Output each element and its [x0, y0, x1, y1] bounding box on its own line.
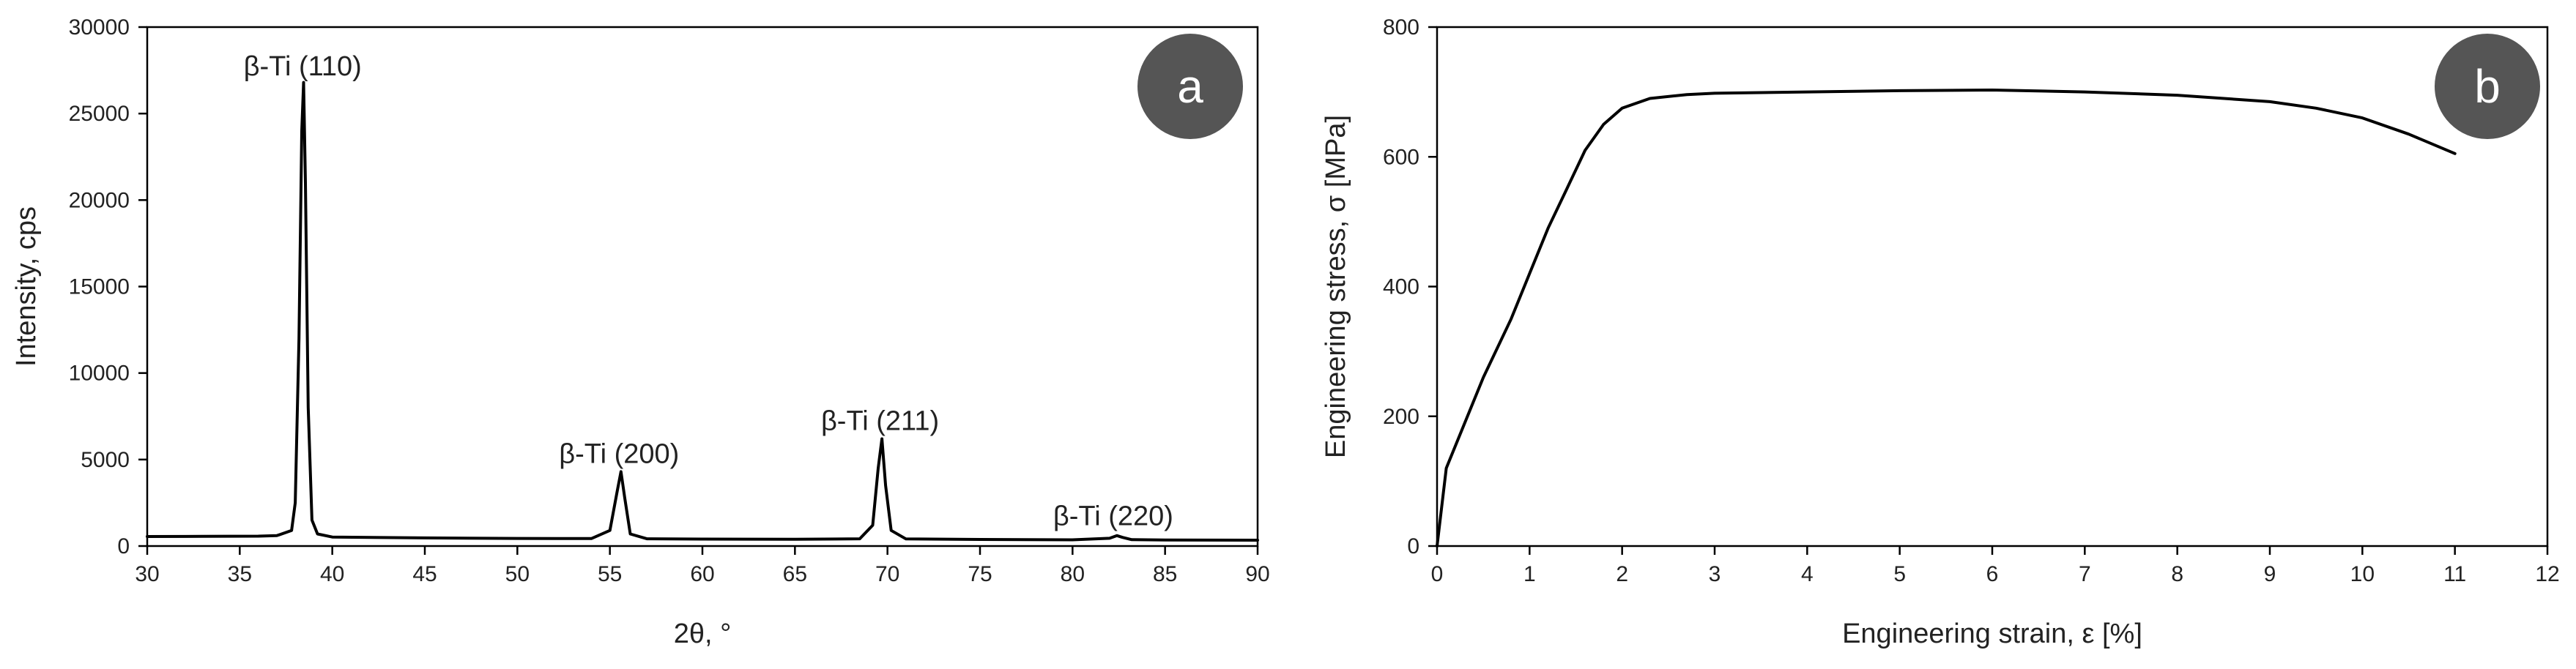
series-line-0 [146, 81, 1259, 542]
x-tick-label: 1 [1523, 562, 1536, 586]
plot-frame [146, 26, 1259, 547]
x-tick-label: 5 [1893, 562, 1906, 586]
x-tick-label: 65 [783, 562, 807, 586]
x-tick-label: 55 [598, 562, 622, 586]
y-tick-label: 15000 [69, 275, 130, 299]
x-tick-label: 50 [505, 562, 530, 586]
x-tick-label: 10 [2350, 562, 2375, 586]
x-tick-label: 6 [1986, 562, 1999, 586]
panel-badge-letter: a [1177, 60, 1203, 113]
x-tick-label: 11 [2443, 562, 2466, 586]
x-tick-label: 40 [320, 562, 344, 586]
y-tick-label: 5000 [81, 448, 130, 472]
x-tick-label: 4 [1801, 562, 1814, 586]
x-tick-label: 2 [1616, 562, 1628, 586]
x-tick-label: 8 [2171, 562, 2183, 586]
peak-label: β-Ti (220) [1053, 501, 1173, 532]
panel-badge [1137, 34, 1243, 139]
y-tick-label: 800 [1383, 15, 1419, 40]
y-tick-label: 200 [1383, 405, 1419, 429]
x-tick-label: 12 [2535, 562, 2559, 586]
x-tick-label: 7 [2079, 562, 2091, 586]
y-tick-label: 10000 [69, 362, 130, 386]
y-tick-label: 30000 [69, 15, 130, 40]
chart-panel-b: 0 1 2 3 4 5 6 7 8 9 10 11 120200400600800Engineering… [1321, 15, 2560, 649]
y-tick-label: 20000 [69, 188, 130, 212]
x-tick-label: 3 [1709, 562, 1721, 586]
x-tick-label: 85 [1153, 562, 1177, 586]
x-tick-label: 90 [1245, 562, 1269, 586]
y-tick-label: 400 [1383, 275, 1419, 299]
y-tick-label: 600 [1383, 145, 1419, 169]
y-tick-label: 0 [1407, 534, 1419, 558]
x-tick-label: 60 [690, 562, 714, 586]
y-axis-title: Engineering stress, σ [MPa] [1321, 115, 1351, 458]
chart-panel-a: 30 35 40 45 50 55 60 65 70 75 80 85 90 0 5000 10000 1500… [11, 15, 1270, 649]
series-line-0 [1436, 89, 2457, 547]
plot-frame [1436, 26, 2549, 547]
x-tick-label: 45 [412, 562, 437, 586]
x-tick-label: 70 [875, 562, 899, 586]
panel-badge [2435, 34, 2540, 139]
x-tick-label: 80 [1061, 562, 1085, 586]
x-tick-label: 0 [1431, 562, 1444, 586]
peak-label: β-Ti (200) [559, 439, 679, 470]
x-tick-label: 30 [135, 562, 159, 586]
x-tick-label: 35 [228, 562, 252, 586]
peak-label: β-Ti (211) [821, 406, 939, 437]
x-tick-label: 75 [968, 562, 992, 586]
panel-badge-letter: b [2474, 60, 2501, 113]
peak-label: β-Ti (110) [244, 51, 362, 82]
x-axis-title: 2θ, ° [674, 618, 732, 649]
y-tick-label: 0 [117, 534, 130, 558]
y-axis-title: Intensity, cps [11, 206, 42, 367]
x-tick-label: 9 [2264, 562, 2276, 586]
x-axis-title: Engineering strain, ε [%] [1842, 618, 2142, 649]
y-tick-label: 25000 [69, 102, 130, 126]
